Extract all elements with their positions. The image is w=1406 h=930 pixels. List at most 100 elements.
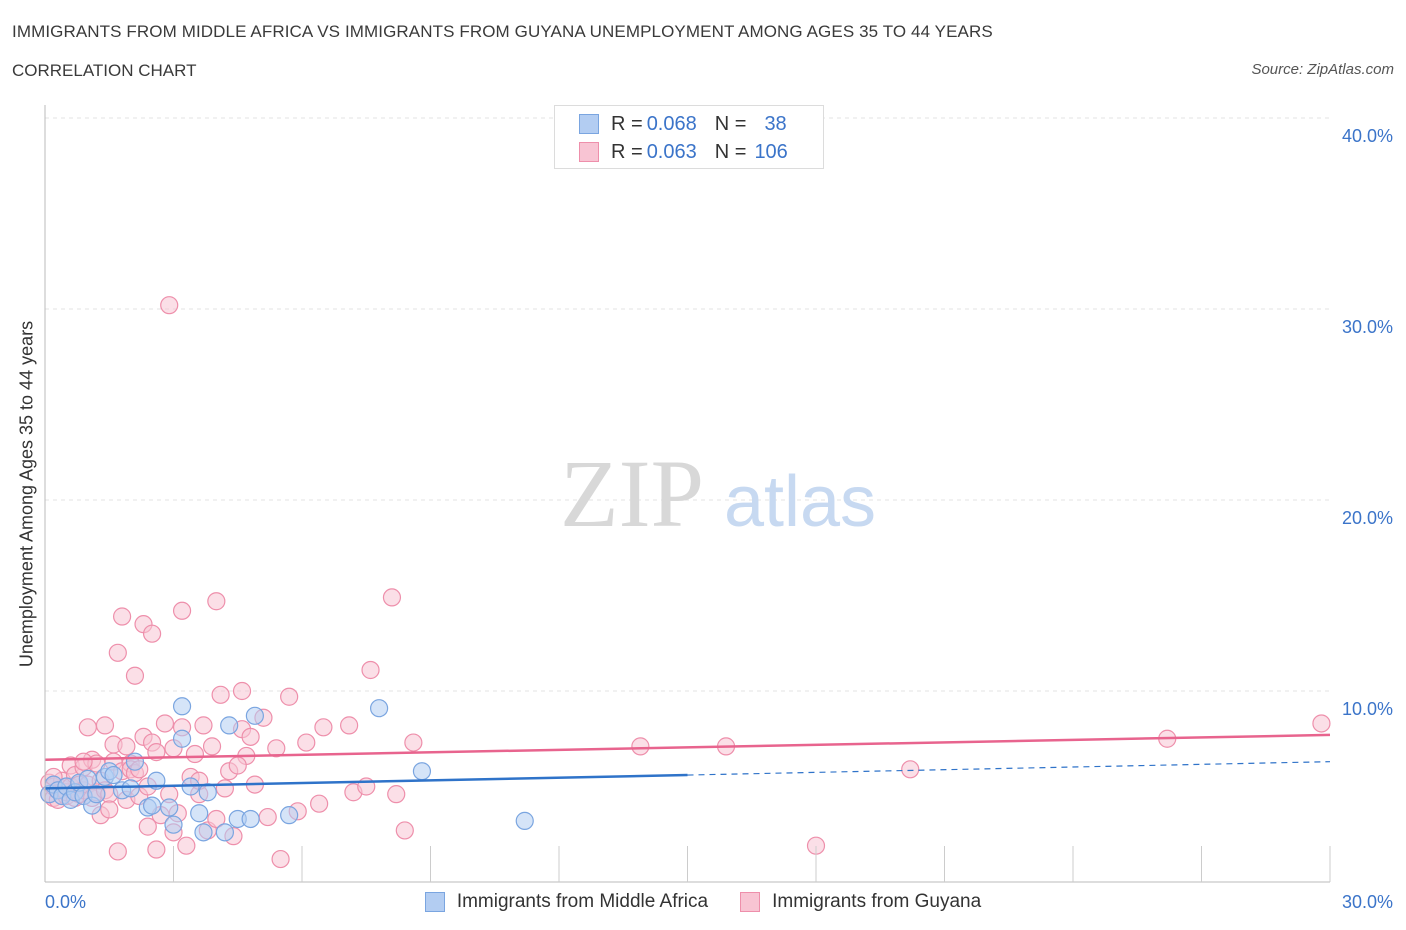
point-middle-africa [194, 823, 213, 842]
source-label: Source: ZipAtlas.com [1251, 61, 1394, 78]
point-guyana [108, 643, 127, 662]
point-guyana [194, 716, 213, 735]
legend-n-label: N = [714, 140, 747, 163]
watermark: ZIP atlas [560, 440, 876, 547]
legend-r-label: R = [611, 112, 643, 135]
point-guyana [241, 727, 260, 746]
legend-swatch-blue [579, 114, 599, 134]
y-tick-label: 10.0% [1342, 699, 1393, 719]
chart-title: IMMIGRANTS FROM MIDDLE AFRICA VS IMMIGRA… [12, 22, 993, 41]
point-guyana [631, 737, 650, 756]
point-guyana [310, 794, 329, 813]
legend-n-value: 38 [764, 112, 787, 135]
point-middle-africa [142, 796, 162, 815]
point-guyana [267, 739, 286, 758]
point-guyana [117, 737, 136, 756]
point-guyana [382, 588, 402, 607]
point-middle-africa [215, 823, 234, 842]
point-guyana [901, 760, 920, 779]
trendline-guyana [44, 733, 1331, 762]
point-middle-africa [370, 699, 389, 718]
point-guyana [232, 681, 252, 701]
point-middle-africa [172, 697, 192, 716]
x-tick-label: 30.0% [1342, 892, 1393, 912]
correlation-legend: R = 0.068 N = 38 R = 0.063 N = 106 [554, 105, 824, 169]
watermark-atlas: atlas [724, 462, 876, 542]
point-guyana [100, 800, 119, 819]
point-middle-africa [87, 785, 106, 804]
chart-subtitle: CORRELATION CHART [12, 61, 197, 80]
point-guyana [177, 836, 196, 855]
x-tick-label: 0.0% [45, 892, 86, 912]
point-guyana [202, 737, 222, 756]
legend-row-guyana: R = 0.063 N = 106 [579, 140, 788, 164]
point-guyana [74, 752, 93, 771]
point-guyana [340, 716, 359, 735]
point-guyana [314, 718, 333, 737]
y-tick-label: 20.0% [1342, 508, 1393, 528]
point-guyana [207, 592, 226, 611]
point-guyana [395, 821, 414, 840]
legend-swatch-blue [424, 892, 445, 912]
point-guyana [361, 660, 380, 680]
point-middle-africa [190, 804, 209, 823]
point-middle-africa [78, 769, 97, 788]
legend-swatch-pink [579, 142, 599, 162]
point-middle-africa [245, 706, 264, 725]
point-guyana [108, 842, 127, 861]
point-middle-africa [172, 729, 192, 748]
legend-row-middle-africa: R = 0.068 N = 38 [579, 112, 787, 136]
point-guyana [207, 809, 226, 829]
point-middle-africa [241, 809, 260, 829]
trend-layer [44, 733, 1331, 790]
point-middle-africa [198, 783, 217, 802]
point-guyana [297, 733, 316, 752]
legend-n-label: N = [714, 112, 747, 135]
y-tick-label: 40.0% [1342, 126, 1393, 146]
point-middle-africa [220, 716, 239, 735]
point-guyana [211, 685, 230, 704]
point-guyana [112, 607, 132, 626]
y-tick-label: 30.0% [1342, 317, 1393, 337]
point-guyana [95, 716, 115, 735]
point-guyana [125, 666, 145, 685]
watermark-zip: ZIP [560, 440, 704, 547]
point-guyana [215, 779, 234, 798]
point-middle-africa [121, 779, 140, 798]
point-middle-africa [280, 806, 299, 825]
legend-n-value: 106 [754, 140, 788, 163]
point-guyana [271, 849, 290, 869]
legend-r-label: R = [611, 140, 643, 163]
point-guyana [78, 718, 97, 737]
y-axis-label: Unemployment Among Ages 35 to 44 years [16, 320, 37, 668]
legend-r-value: 0.063 [646, 140, 697, 163]
legend-item-middle-africa: Immigrants from Middle Africa [424, 891, 709, 913]
axis-layer: 10.0% 20.0% 30.0% 40.0% 0.0% 30.0% [44, 105, 1393, 912]
legend-label-guyana: Immigrants from Guyana [772, 891, 982, 912]
point-middle-africa [160, 798, 179, 817]
point-guyana [160, 296, 179, 315]
point-guyana [387, 785, 406, 804]
points-layer [40, 296, 1331, 869]
point-guyana [185, 744, 205, 764]
point-guyana [155, 714, 175, 733]
point-guyana [404, 733, 423, 752]
legend-swatch-pink [740, 892, 761, 912]
legend-label-middle-africa: Immigrants from Middle Africa [456, 891, 709, 912]
legend-r-value: 0.068 [646, 112, 697, 135]
point-guyana [258, 807, 277, 827]
series-legend: Immigrants from Middle Africa Immigrants… [0, 889, 1406, 915]
point-guyana [228, 756, 247, 775]
trendline-middle-africa [44, 773, 688, 790]
grid-layer [45, 117, 1330, 692]
point-guyana [280, 687, 299, 706]
point-middle-africa [104, 765, 123, 785]
point-guyana [1312, 714, 1331, 733]
point-middle-africa [164, 815, 183, 834]
point-middle-africa [125, 752, 145, 771]
point-guyana [142, 624, 162, 643]
point-middle-africa [515, 811, 534, 830]
trendline-middle-africa-extension [687, 761, 1331, 776]
point-guyana [138, 817, 157, 836]
